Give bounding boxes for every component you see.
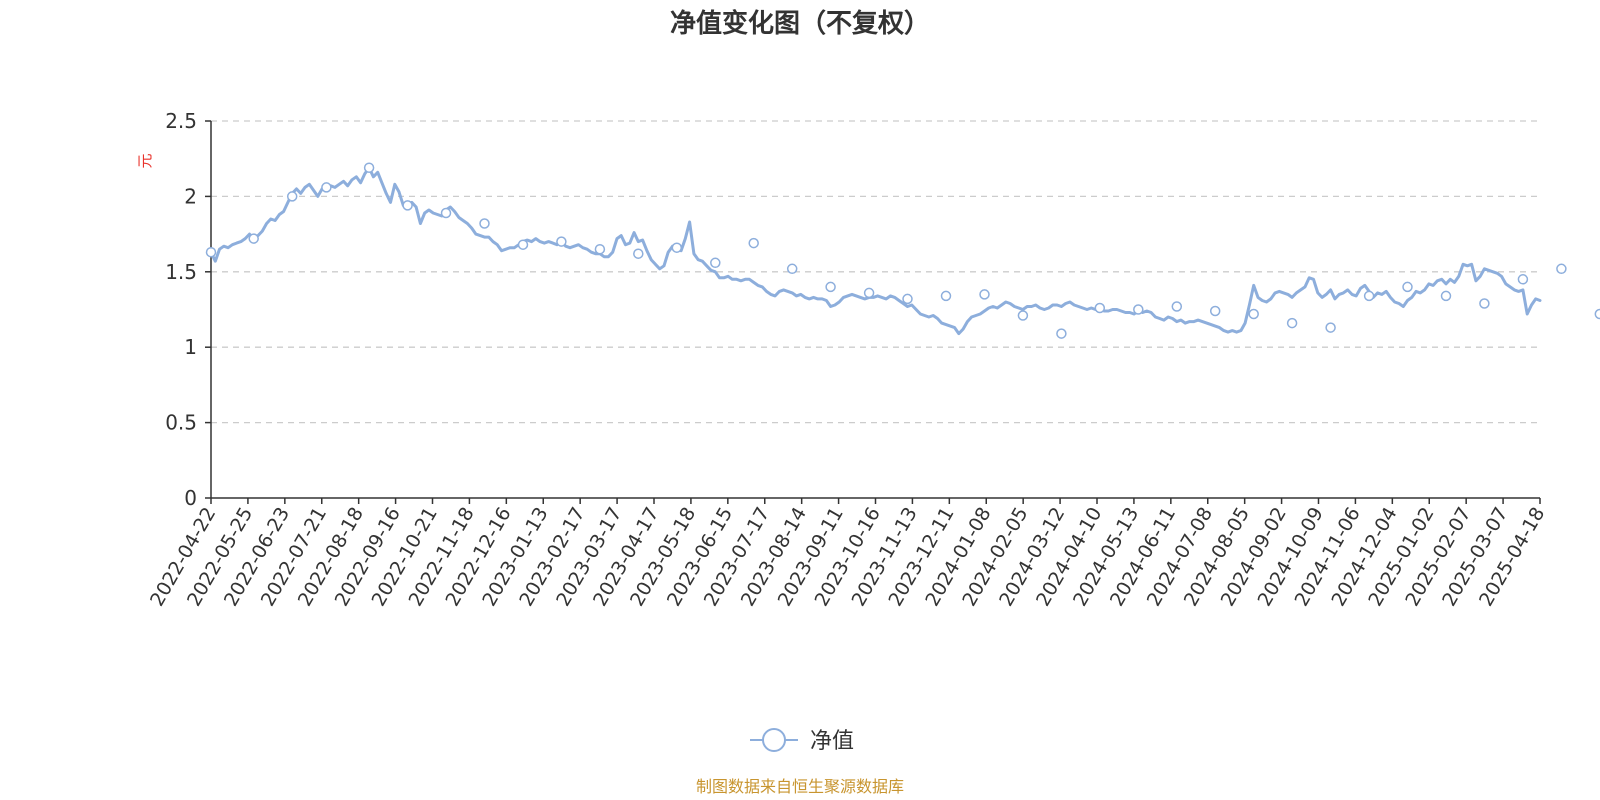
- data-point-marker: [248, 233, 259, 244]
- data-point-marker: [902, 293, 913, 305]
- data-point-marker: [710, 257, 721, 269]
- data-point-marker: [825, 281, 836, 293]
- data-point-marker: [1440, 290, 1452, 302]
- data-point-marker: [863, 287, 875, 299]
- data-point-marker: [786, 263, 798, 275]
- y-tick-label: 1: [184, 335, 197, 359]
- data-point-marker: [517, 239, 529, 250]
- y-tick-label: 2.5: [165, 109, 197, 133]
- data-point-marker: [671, 242, 683, 253]
- data-point-marker: [402, 200, 413, 211]
- data-point-marker: [440, 207, 452, 219]
- y-axis-unit-label: 元: [136, 153, 154, 168]
- data-point-marker: [1017, 310, 1029, 321]
- data-point-marker: [1556, 263, 1567, 275]
- data-point-marker: [1133, 304, 1144, 315]
- grid-lines: [211, 120, 1540, 424]
- data-point-marker: [979, 289, 990, 300]
- legend-marker-icon: [762, 728, 786, 752]
- series-group: [205, 162, 1600, 339]
- data-point-marker: [1594, 308, 1600, 320]
- data-point-marker: [940, 290, 952, 302]
- data-point-marker: [1171, 301, 1183, 312]
- y-tick-label: 0.5: [165, 411, 197, 435]
- y-tick-label: 1.5: [165, 260, 197, 284]
- data-point-marker: [363, 162, 375, 173]
- data-point-marker: [1248, 308, 1259, 320]
- data-point-marker: [1094, 302, 1106, 314]
- data-point-marker: [1209, 305, 1221, 317]
- legend-label: 净值: [810, 729, 854, 754]
- data-point-marker: [1325, 322, 1336, 333]
- data-point-marker: [633, 248, 644, 259]
- data-point-marker: [748, 237, 759, 249]
- chart-title: 净值变化图（不复权）: [670, 8, 930, 39]
- legend[interactable]: 净值: [750, 728, 854, 754]
- data-point-marker: [1402, 281, 1413, 293]
- data-point-marker: [1056, 328, 1067, 339]
- data-point-marker: [286, 191, 298, 202]
- y-tick-label: 2: [184, 184, 197, 208]
- data-point-marker: [1363, 290, 1375, 302]
- series-line: [209, 166, 1542, 336]
- data-point-marker: [479, 218, 490, 229]
- data-point-marker: [321, 182, 332, 193]
- source-note: 制图数据来自恒生聚源数据库: [696, 777, 904, 796]
- data-point-marker: [1517, 274, 1529, 285]
- data-point-marker: [205, 246, 217, 258]
- data-point-marker: [556, 236, 567, 247]
- y-axis-ticks: 0 0.5 1 1.5 2 2.5: [165, 109, 211, 510]
- data-point-marker: [1479, 298, 1490, 309]
- x-axis-ticks: 2022-04-222022-05-252022-06-232022-07-21…: [146, 498, 1549, 610]
- y-tick-label: 0: [184, 486, 197, 510]
- data-point-marker: [594, 243, 606, 255]
- data-point-marker: [1286, 317, 1298, 329]
